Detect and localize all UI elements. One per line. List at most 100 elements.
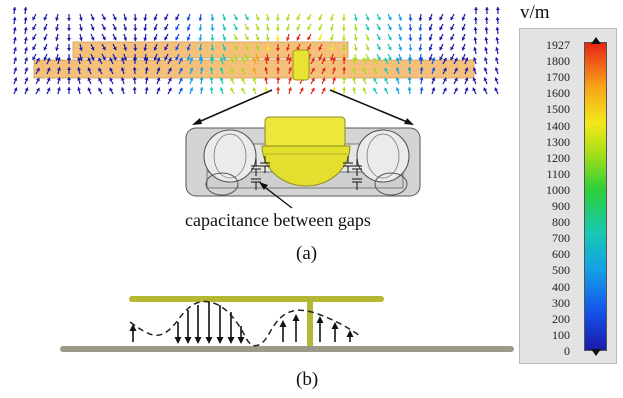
field-arrow-head xyxy=(398,37,403,41)
field-arrow-head xyxy=(234,56,238,61)
field-arrow-head xyxy=(252,77,257,82)
field-arrow-head xyxy=(67,67,72,71)
field-arrow-head xyxy=(418,47,423,51)
field-arrow-head xyxy=(362,77,367,82)
field-arrow-head xyxy=(46,87,51,92)
field-arrow-head xyxy=(98,67,102,72)
field-arrow-head xyxy=(12,37,17,41)
field-arrow-head xyxy=(55,17,59,21)
field-arrow-head xyxy=(43,36,48,41)
field-arrow-head xyxy=(153,36,158,41)
field-arrow-head xyxy=(90,46,95,51)
field-arrow-head xyxy=(483,67,488,71)
field-arrow-head xyxy=(32,16,36,21)
field-arrow-head xyxy=(210,27,215,31)
field-arrow-head xyxy=(276,57,281,61)
field-arrow-head xyxy=(78,47,83,51)
field-arrow-head xyxy=(443,57,447,62)
field-arrow-head xyxy=(307,26,311,31)
field-arrow-head xyxy=(388,16,392,21)
field-arrow-head xyxy=(112,36,117,41)
field-arrow-head xyxy=(353,37,358,41)
field-arrow-head xyxy=(123,27,128,31)
field-arrow-head xyxy=(419,57,424,61)
field-arrow-head xyxy=(102,26,106,31)
field-arrow-head xyxy=(276,87,281,91)
field-arrow-head xyxy=(461,46,466,51)
field-arrow-head xyxy=(408,37,413,41)
field-arrow-head xyxy=(318,26,323,31)
field-arrow-head xyxy=(377,36,381,41)
colorbar-tick-label: 600 xyxy=(552,247,570,262)
colorbar xyxy=(584,42,607,351)
probe-head xyxy=(264,116,346,148)
field-arrow-head xyxy=(77,67,82,71)
field-arrow-head xyxy=(330,57,334,61)
field-arrow-head xyxy=(264,67,269,71)
field-arrow-head xyxy=(109,57,114,62)
colorbar-tick-label: 1600 xyxy=(546,86,570,101)
colorbar-tick-label: 1000 xyxy=(546,182,570,197)
field-arrow-head xyxy=(419,77,424,81)
field-arrow-head xyxy=(311,87,315,92)
field-arrow-head xyxy=(450,56,454,61)
field-arrow-head xyxy=(143,47,148,51)
field-arrow-head xyxy=(234,26,238,31)
field-arrow-head xyxy=(164,16,168,21)
field-arrow-head xyxy=(78,17,83,21)
colorbar-tick-label: 800 xyxy=(552,215,570,230)
field-arrow-head xyxy=(352,87,357,91)
colorbar-tick-label: 1200 xyxy=(546,150,570,165)
field-arrow-head xyxy=(144,77,149,81)
field-arrow-head xyxy=(428,27,433,31)
zoom-line-left xyxy=(193,89,273,125)
field-arrow-head xyxy=(395,77,400,81)
field-arrow-head xyxy=(209,87,214,91)
field-arrow-head xyxy=(55,27,59,31)
field-arrow-head xyxy=(112,56,117,61)
field-arrow-head xyxy=(133,17,138,21)
field-arrow-head xyxy=(296,46,301,51)
field-arrow-head xyxy=(362,67,367,72)
field-arrow-head xyxy=(13,67,18,71)
field-arrow-head xyxy=(98,77,102,82)
field-arrow-head xyxy=(443,67,447,72)
field-arrow-head xyxy=(198,27,203,31)
caption-b: (b) xyxy=(296,369,319,390)
field-arrow-head xyxy=(133,27,138,31)
field-arrow-head xyxy=(102,46,106,51)
field-arrow-head xyxy=(342,87,347,91)
field-arrow-head xyxy=(219,67,224,71)
field-arrow-head xyxy=(484,17,489,21)
field-arrow-head xyxy=(373,77,377,82)
field-arrow-head xyxy=(67,57,72,61)
field-arrow-head xyxy=(265,27,270,31)
field-arrow-head xyxy=(132,87,137,91)
field-arrow-head xyxy=(316,316,324,323)
field-arrow-head xyxy=(245,46,249,51)
field-arrow-head xyxy=(66,17,71,21)
field-arrow-head xyxy=(443,77,447,82)
field-arrow-head xyxy=(428,37,433,41)
field-arrow-head xyxy=(332,87,336,91)
field-arrow-head xyxy=(398,57,403,61)
field-arrow-head xyxy=(156,87,161,92)
field-arrow-head xyxy=(419,87,424,91)
field-arrow-head xyxy=(189,77,194,81)
field-arrow-head xyxy=(311,67,315,72)
field-arrow-head xyxy=(321,57,326,62)
field-arrow-head xyxy=(419,67,424,71)
field-arrow-head xyxy=(431,87,436,91)
field-arrow-head xyxy=(330,27,334,31)
field-arrow-head xyxy=(179,87,183,92)
field-arrow-head xyxy=(384,67,388,72)
field-arrow-head xyxy=(352,67,357,71)
field-arrow-head xyxy=(286,27,290,31)
field-arrow-head xyxy=(388,46,392,51)
colorbar-tick-label: 700 xyxy=(552,231,570,246)
field-arrow-head xyxy=(189,57,194,61)
field-arrow-head xyxy=(494,67,499,71)
field-arrow-head xyxy=(129,324,137,331)
right-lower-tube xyxy=(374,172,408,196)
field-arrow-head xyxy=(454,67,458,72)
